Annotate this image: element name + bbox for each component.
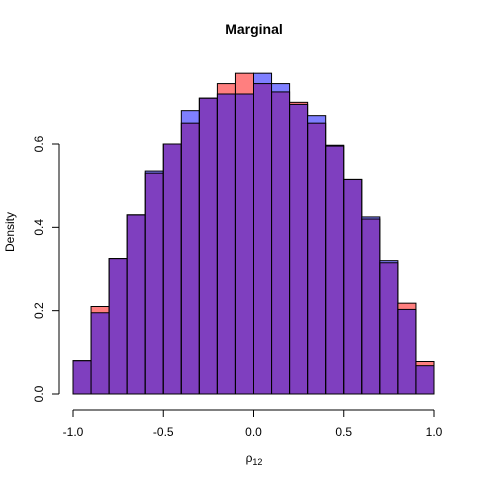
bar-overlap-0 [73,360,92,394]
bar-overlap-5 [163,144,182,394]
bar-outline-s1-19 [415,365,435,395]
bar-excess-13 [307,115,326,124]
bar-excess-1 [91,306,110,313]
y-axis: 0.0 0.2 0.4 0.6 [32,135,60,402]
x-tick-label: 0.5 [335,425,352,439]
bar-excess-18 [397,303,416,310]
bar-excess-11 [271,83,290,92]
bar-overlap-7 [199,98,218,395]
bar-excess-12 [289,102,308,105]
chart-title: Marginal [225,21,283,37]
y-tick-label: 0.6 [32,135,46,152]
bar-overlap-8 [217,94,236,394]
y-tick-label: 0.0 [32,385,46,402]
bar-overlap-3 [127,214,146,394]
bars-layer [72,72,435,395]
bar-overlap-10 [253,83,272,394]
bar-overlap-14 [325,146,344,394]
y-tick-label: 0.4 [32,219,46,236]
y-axis-label: Density [3,212,17,252]
bar-excess-9 [235,73,254,94]
x-tick-label: 0.0 [245,425,262,439]
bar-excess-10 [253,73,272,84]
bar-excess-4 [145,171,164,174]
x-axis: -1.0 -0.5 0.0 0.5 1.0 [63,409,443,439]
x-axis-label-main: ρ [246,451,253,465]
bar-overlap-19 [415,365,434,394]
bar-overlap-15 [343,179,362,394]
bar-excess-17 [379,260,398,263]
bar-overlap-9 [235,94,254,394]
bar-overlap-13 [307,123,326,395]
x-axis-label-subscript: 12 [252,457,262,467]
x-tick-label: 1.0 [426,425,443,439]
y-tick-label: 0.2 [32,302,46,319]
bar-overlap-16 [361,219,380,394]
x-tick-label: -0.5 [153,425,174,439]
bar-excess-19 [415,361,434,366]
x-axis-label: ρ12 [246,451,263,467]
bar-overlap-17 [379,262,398,394]
bar-overlap-4 [145,173,164,394]
bar-overlap-11 [271,91,290,395]
bar-overlap-6 [181,123,200,395]
bar-outline-s1-18 [397,308,417,395]
bar-overlap-18 [397,309,416,394]
bar-excess-16 [361,216,380,219]
bar-excess-8 [217,83,236,94]
bar-overlap-1 [91,312,110,394]
bar-excess-6 [181,110,200,124]
x-tick-label: -1.0 [63,425,84,439]
bar-overlap-12 [289,104,308,395]
bar-overlap-2 [109,258,128,394]
